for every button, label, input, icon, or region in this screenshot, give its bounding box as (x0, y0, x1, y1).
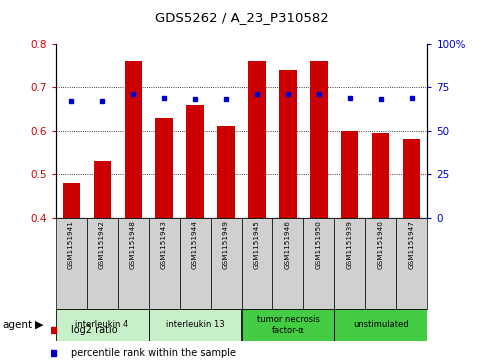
Bar (180, 218, 211, 309)
Bar (156, 118, 172, 218)
Bar (62, 183, 80, 218)
Bar (149, 309, 242, 341)
Text: GSM1151946: GSM1151946 (285, 220, 291, 269)
Bar (86, 218, 117, 309)
Bar (334, 218, 366, 309)
Bar (94, 161, 111, 218)
Text: GSM1151939: GSM1151939 (347, 220, 353, 269)
Text: unstimulated: unstimulated (353, 321, 409, 329)
Text: GDS5262 / A_23_P310582: GDS5262 / A_23_P310582 (155, 11, 328, 24)
Text: GSM1151950: GSM1151950 (316, 220, 322, 269)
Bar (56, 218, 86, 309)
Bar (186, 105, 203, 218)
Bar (334, 309, 427, 341)
Text: tumor necrosis
factor-α: tumor necrosis factor-α (256, 315, 319, 335)
Text: GSM1151943: GSM1151943 (161, 220, 167, 269)
Bar (117, 218, 149, 309)
Text: GSM1151942: GSM1151942 (99, 220, 105, 269)
Bar (217, 126, 235, 218)
Text: GSM1151941: GSM1151941 (68, 220, 74, 269)
Text: GSM1151944: GSM1151944 (192, 220, 198, 269)
Bar (149, 218, 180, 309)
Text: GSM1151949: GSM1151949 (223, 220, 229, 269)
Bar (372, 133, 389, 218)
Bar (242, 309, 334, 341)
Bar (397, 218, 427, 309)
Text: interleukin 13: interleukin 13 (166, 321, 224, 329)
Text: agent: agent (2, 320, 32, 330)
Bar (341, 131, 358, 218)
Bar (56, 309, 149, 341)
Bar (125, 61, 142, 218)
Text: ▶: ▶ (35, 320, 44, 330)
Text: GSM1151947: GSM1151947 (409, 220, 415, 269)
Bar (272, 218, 303, 309)
Text: GSM1151940: GSM1151940 (378, 220, 384, 269)
Text: percentile rank within the sample: percentile rank within the sample (71, 348, 236, 358)
Bar (242, 218, 272, 309)
Text: interleukin 4: interleukin 4 (75, 321, 128, 329)
Bar (211, 218, 242, 309)
Text: log2 ratio: log2 ratio (71, 325, 117, 335)
Bar (280, 70, 297, 218)
Text: GSM1151945: GSM1151945 (254, 220, 260, 269)
Bar (248, 61, 266, 218)
Text: GSM1151948: GSM1151948 (130, 220, 136, 269)
Bar (366, 218, 397, 309)
Bar (403, 139, 421, 218)
Bar (303, 218, 334, 309)
Bar (311, 61, 327, 218)
